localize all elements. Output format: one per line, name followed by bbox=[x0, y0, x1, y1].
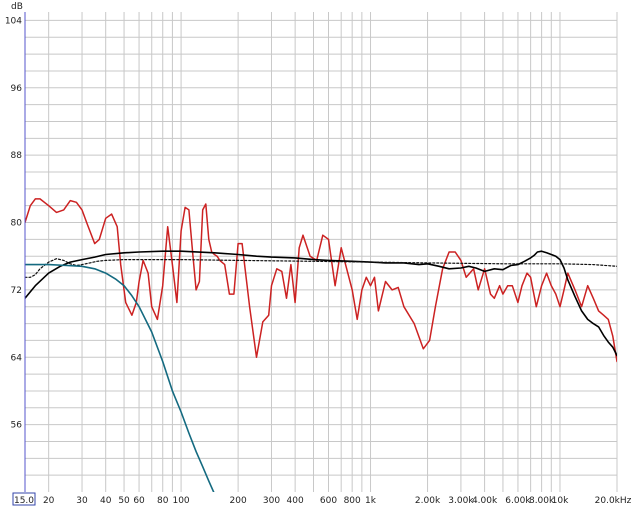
x-tick-label: 20.0kHz bbox=[595, 496, 632, 506]
x-tick-label: 8.00k bbox=[529, 496, 555, 506]
y-tick-label: 56 bbox=[11, 421, 23, 431]
x-tick-label: 2.00k bbox=[415, 496, 441, 506]
x-tick-label: 50 bbox=[118, 496, 130, 506]
x-tick-label: 1k bbox=[365, 496, 377, 506]
x-tick-label: 800 bbox=[344, 496, 361, 506]
x-tick-label: 40 bbox=[100, 496, 112, 506]
series-group bbox=[25, 198, 617, 492]
y-tick-label: 96 bbox=[11, 84, 23, 94]
series-teal-line bbox=[25, 263, 215, 492]
x-tick-label: 6.00k bbox=[505, 496, 531, 506]
x-tick-label: 400 bbox=[287, 496, 304, 506]
y-tick-label: 72 bbox=[11, 286, 22, 296]
x-tick-label: 4.00k bbox=[472, 496, 498, 506]
x-start-box[interactable] bbox=[12, 492, 36, 506]
series-black-line bbox=[25, 250, 617, 357]
x-tick-label: 80 bbox=[157, 496, 169, 506]
x-tick-label: 600 bbox=[320, 496, 337, 506]
y-tick-label: 64 bbox=[11, 353, 23, 363]
y-tick-labels: 104 96 88 80 72 64 56 bbox=[5, 16, 22, 430]
x-tick-label: 300 bbox=[263, 496, 280, 506]
x-tick-label: 30 bbox=[76, 496, 88, 506]
series-dotted-line bbox=[25, 258, 617, 278]
grid bbox=[25, 12, 618, 492]
y-tick-label: 80 bbox=[11, 219, 23, 229]
x-tick-label: 10k bbox=[552, 496, 569, 506]
plot-area bbox=[25, 12, 617, 492]
y-tick-label: 104 bbox=[5, 16, 22, 26]
x-start-label[interactable]: 15.0 bbox=[14, 496, 34, 506]
x-tick-label: 100 bbox=[172, 496, 189, 506]
x-tick-label: 3.00k bbox=[448, 496, 474, 506]
x-tick-label: 200 bbox=[230, 496, 247, 506]
x-tick-labels: 20 30 40 50 60 80 100 200 300 400 600 800 1k 2.00k 3.0… bbox=[43, 496, 632, 506]
x-tick-label: 20 bbox=[43, 496, 55, 506]
y-axis-label: dB bbox=[11, 2, 23, 12]
y-tick-label: 88 bbox=[11, 151, 23, 161]
x-tick-label: 60 bbox=[133, 496, 145, 506]
